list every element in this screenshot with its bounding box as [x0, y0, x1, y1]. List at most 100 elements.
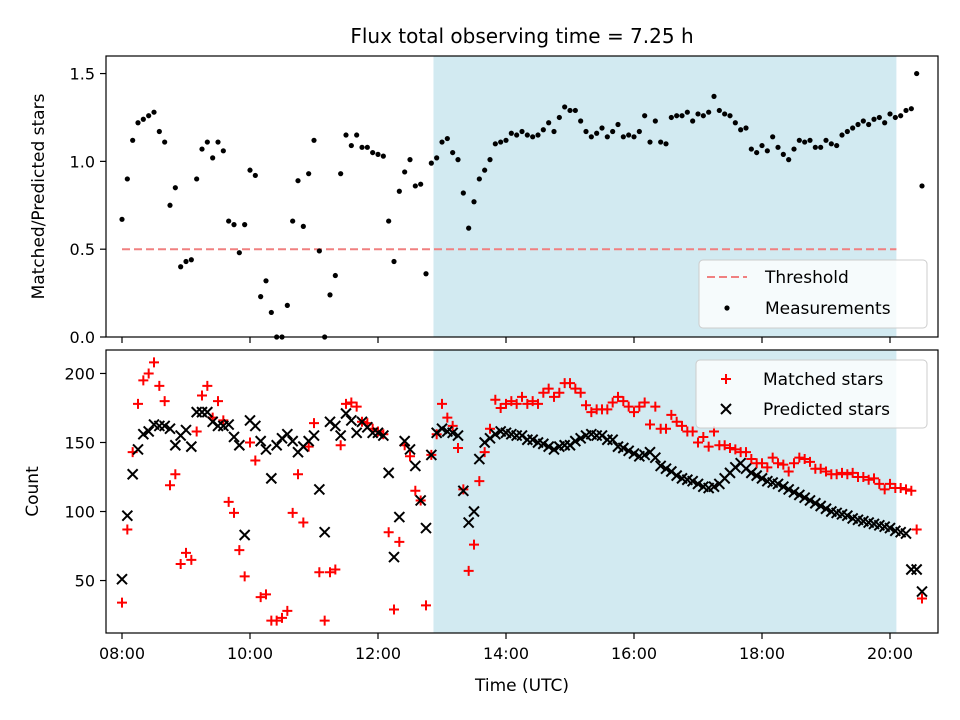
predicted-star-point: [116, 573, 128, 585]
matched-star-point: [351, 401, 362, 412]
predicted-star-point: [708, 480, 720, 493]
legend-matched-swatch: [721, 374, 731, 384]
matched-star-point: [687, 426, 698, 437]
measurement-point: [423, 271, 429, 277]
matched-star-point: [175, 558, 186, 569]
matched-star-point: [661, 423, 671, 434]
measurement-point: [466, 225, 472, 231]
bottom-panel: 08:00 10:00 12:00 14:00 16:00 18:00 20:00 50 10…: [23, 349, 939, 696]
measurement-point: [167, 202, 173, 208]
predicted-star-point: [777, 480, 790, 493]
predicted-star-point: [804, 494, 816, 507]
matched-star-point: [522, 398, 533, 409]
bottom-x-tick-label: 18:00: [739, 644, 785, 663]
measurement-point: [151, 109, 157, 115]
matched-star-point: [693, 437, 703, 448]
measurement-point: [412, 183, 418, 189]
matched-star-point: [639, 397, 650, 408]
predicted-star-point: [782, 483, 795, 496]
measurement-point: [514, 132, 520, 138]
matched-star-point: [239, 571, 250, 582]
measurement-point: [455, 157, 461, 163]
matched-star-point: [789, 458, 799, 469]
predicted-star-point: [180, 424, 192, 436]
measurement-point: [866, 121, 872, 128]
matched-star-point: [303, 441, 314, 452]
measurement-point: [492, 141, 498, 147]
measurement-point: [562, 104, 568, 110]
matched-star-point: [202, 380, 213, 391]
matched-star-point: [335, 440, 346, 451]
top-y-axis-label: Matched/Predicted stars: [29, 93, 49, 299]
matched-star-point: [223, 496, 234, 507]
top-y-ticks: 0.0 0.5 1.0 1.5: [70, 65, 106, 347]
bottom-x-tick-label: 10:00: [227, 644, 273, 663]
top-y-tick-label: 0.5: [70, 240, 95, 259]
predicted-star-point: [169, 439, 182, 451]
measurement-point: [626, 132, 632, 138]
bottom-x-ticks: 08:00 10:00 12:00 14:00 16:00 18:00 20:00: [99, 633, 913, 663]
measurement-point: [882, 120, 888, 126]
matched-star-point: [746, 454, 757, 465]
measurement-point: [140, 116, 146, 122]
predicted-star-point: [249, 420, 262, 432]
matched-star-point: [874, 478, 885, 489]
measurement-point: [706, 109, 712, 115]
matched-star-point: [309, 418, 319, 429]
measurement-point: [476, 176, 482, 182]
measurement-point: [802, 139, 808, 145]
measurement-point: [380, 153, 386, 159]
measurement-point: [876, 114, 882, 121]
matched-star-point: [495, 402, 506, 413]
measurement-point: [722, 111, 728, 117]
predicted-star-point: [670, 469, 683, 482]
measurement-point: [418, 181, 424, 187]
legend-matched-label: Matched stars: [763, 370, 883, 390]
predicted-star-point: [228, 431, 240, 443]
matched-star-point: [527, 396, 538, 407]
measurement-point: [535, 132, 541, 138]
measurement-point: [434, 155, 440, 161]
matched-star-point: [613, 391, 623, 402]
legend-predicted-swatch: [720, 403, 732, 415]
matched-star-point: [847, 467, 858, 478]
matched-star-point: [447, 420, 458, 431]
measurement-point: [615, 121, 621, 128]
measurement-point: [498, 139, 504, 145]
measurement-point: [530, 134, 536, 140]
predicted-star-point: [750, 469, 763, 482]
predicted-star-point: [420, 522, 432, 534]
measurement-point: [674, 113, 680, 119]
measurement-point: [636, 128, 642, 135]
measurement-point: [620, 134, 626, 140]
measurement-point: [647, 139, 653, 145]
matched-star-point: [858, 472, 869, 483]
matched-star-point: [421, 600, 431, 611]
predicted-star-point: [526, 434, 539, 446]
measurement-point: [460, 190, 466, 196]
measurement-point: [316, 248, 322, 254]
matched-star-point: [570, 383, 581, 394]
measurement-point: [396, 188, 402, 194]
matched-star-point: [197, 390, 207, 401]
predicted-star-point: [254, 435, 267, 447]
matched-star-point: [437, 398, 447, 409]
predicted-star-point: [308, 429, 320, 442]
predicted-star-point: [905, 563, 918, 576]
measurement-point: [823, 137, 829, 143]
predicted-star-point: [537, 438, 550, 450]
matched-star-point: [341, 398, 351, 409]
matched-star-point: [837, 467, 847, 478]
legend-threshold-label: Threshold: [764, 268, 849, 288]
predicted-star-point: [121, 509, 134, 522]
measurement-point: [690, 118, 696, 124]
matched-star-point: [442, 412, 453, 423]
measurement-point: [402, 169, 408, 175]
matched-star-point: [261, 589, 271, 600]
matched-star-point: [485, 423, 495, 434]
measurement-point: [354, 132, 360, 138]
measurement-point: [162, 139, 168, 145]
measurement-point: [748, 146, 754, 152]
top-x-ticks: [121, 337, 891, 343]
measurement-point: [258, 294, 264, 300]
